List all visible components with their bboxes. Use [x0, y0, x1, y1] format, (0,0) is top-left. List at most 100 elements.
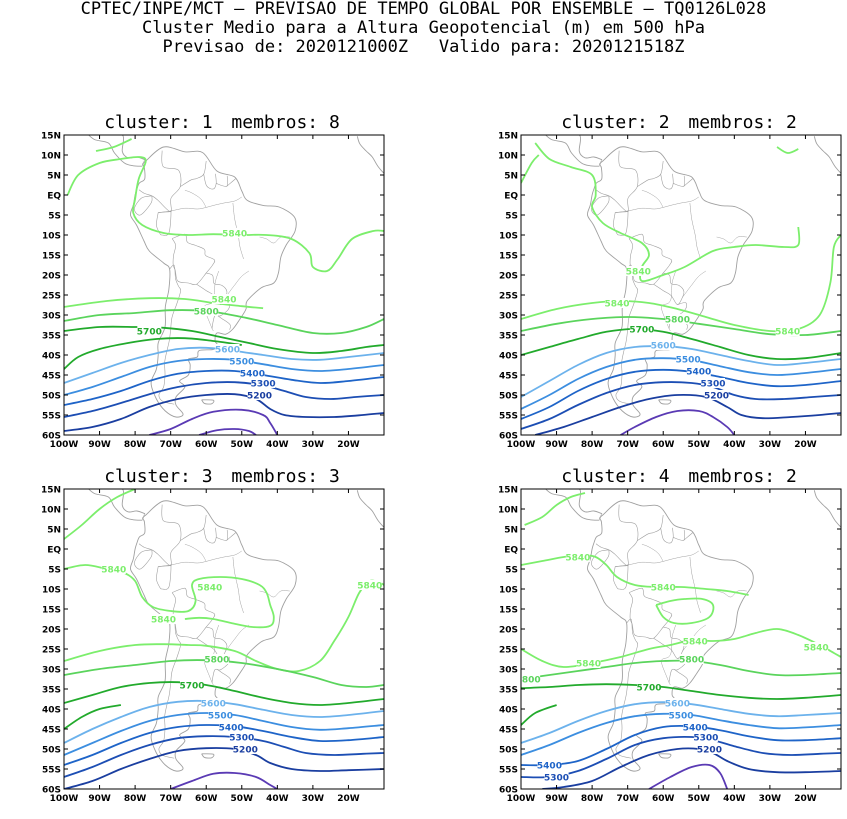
contour-label-bg	[651, 582, 676, 592]
plot-area	[64, 489, 384, 789]
lon-label: 100W	[507, 794, 536, 804]
lat-label: 5S	[48, 212, 61, 222]
lat-label: 60S	[42, 786, 61, 796]
contour-label-bg	[357, 580, 382, 590]
country-border	[138, 150, 182, 213]
contour-label: 5500	[676, 355, 701, 365]
contour-label: 5500	[229, 357, 254, 367]
contour-label: 5200	[697, 745, 722, 755]
lat-label: 30S	[499, 312, 518, 322]
plot-area	[64, 135, 384, 435]
contour-5400	[64, 369, 384, 406]
lon-label: 70W	[616, 794, 639, 804]
contour-label: 5400	[683, 723, 708, 733]
lat-label: EQ	[47, 192, 61, 202]
contour-label-bg	[605, 298, 629, 308]
country-border	[683, 532, 693, 541]
lat-label: 5S	[505, 212, 518, 222]
contour-label-bg	[251, 378, 276, 388]
coastline-south-america	[129, 500, 297, 772]
contour-label: 5600	[201, 699, 226, 709]
coastline-africa	[356, 136, 384, 174]
contour-label-bg	[676, 354, 701, 364]
river	[716, 590, 747, 598]
lat-label: 55S	[42, 412, 61, 422]
contour-label-bg	[521, 674, 541, 684]
country-border	[180, 514, 207, 541]
chart-header: CPTEC/INPE/MCT – PREVISAO DE TEMPO GLOBA…	[0, 0, 847, 57]
contour-5500	[64, 358, 384, 396]
contour-label-bg	[693, 732, 718, 742]
country-border	[158, 618, 181, 759]
lon-label: 20W	[794, 794, 817, 804]
contour-label: 5800	[679, 655, 704, 665]
lat-label: 10N	[498, 506, 518, 516]
valid-date: Valido para: 2020121518Z	[438, 37, 685, 57]
lat-label: 35S	[499, 686, 518, 696]
contour-label: 5800	[194, 307, 219, 317]
contour-label-bg	[683, 722, 708, 732]
lat-label: 35S	[42, 686, 61, 696]
river	[184, 189, 207, 208]
lon-label: 70W	[159, 794, 182, 804]
lon-label: 80W	[581, 794, 604, 804]
contour-5800	[64, 659, 384, 688]
contour-label-bg	[137, 326, 162, 336]
coastline-africa	[813, 490, 841, 528]
contour-label-bg	[222, 228, 247, 238]
country-border	[595, 504, 639, 567]
contour-label: 5840	[576, 659, 601, 669]
contour-5400	[521, 368, 841, 420]
contour-label: 5300	[700, 379, 725, 389]
lon-label: 50W	[231, 794, 254, 804]
lat-label: 20S	[42, 272, 61, 282]
country-border	[156, 564, 172, 590]
lon-label: 90W	[88, 794, 111, 804]
contour-5100	[198, 428, 257, 435]
contour-label-bg	[544, 772, 569, 782]
lon-label: 90W	[545, 440, 568, 450]
coastline-south-america	[129, 146, 297, 418]
country-border	[613, 210, 629, 236]
river	[259, 590, 290, 598]
coastline-central-america	[578, 135, 603, 161]
cluster-label: cluster: 1	[104, 112, 213, 133]
contour-label-bg	[683, 636, 708, 646]
lat-label: 40S	[499, 352, 518, 362]
lon-label: 30W	[759, 794, 782, 804]
country-border	[673, 175, 686, 187]
coastline-africa	[813, 136, 841, 174]
lat-label: 20S	[499, 272, 518, 282]
contour-label-bg	[229, 732, 254, 742]
contour-label: 5840	[101, 565, 126, 575]
river	[661, 624, 676, 686]
contour-label: 5840	[804, 643, 829, 653]
coastline-central-america	[578, 489, 603, 515]
contour-5700	[521, 683, 841, 700]
main-title: CPTEC/INPE/MCT – PREVISAO DE TEMPO GLOBA…	[80, 0, 767, 19]
lon-label: 50W	[231, 440, 254, 450]
country-border	[653, 626, 685, 659]
lat-label: 45S	[499, 726, 518, 736]
country-border	[599, 514, 602, 521]
lon-label: 100W	[50, 440, 79, 450]
coastline-falklands	[658, 753, 672, 759]
contour-label: 5300	[693, 733, 718, 743]
contour-label-bg	[651, 340, 676, 350]
geopotential-map: 5840 5840 5840 5840 5840 5800 5800 5700 5600 5500…	[498, 486, 842, 804]
lat-label: 35S	[42, 332, 61, 342]
country-border	[217, 669, 231, 684]
lon-label: 30W	[302, 794, 325, 804]
contour-5840	[521, 154, 540, 184]
contour-label-bg	[151, 614, 176, 624]
contour-5400	[521, 724, 841, 767]
lat-label: 45S	[42, 372, 61, 382]
country-border	[134, 195, 153, 216]
lat-label: 15S	[42, 606, 61, 616]
lon-label: 30W	[302, 440, 325, 450]
coastline-central-america-pacific	[87, 135, 143, 167]
river	[225, 270, 250, 298]
contour-5700	[521, 704, 557, 726]
contour-label-bg	[701, 378, 725, 388]
panel-title: cluster: 1 membros: 8	[60, 113, 384, 133]
